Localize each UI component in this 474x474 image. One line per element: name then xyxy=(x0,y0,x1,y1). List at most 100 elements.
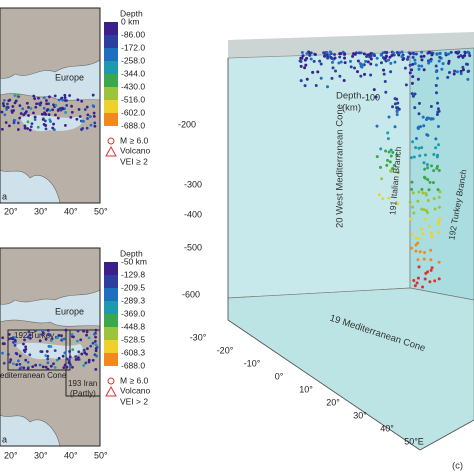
quake-dot xyxy=(3,113,7,117)
quake-dot xyxy=(391,51,395,55)
quake-dot xyxy=(440,67,444,71)
quake-dot xyxy=(44,354,48,357)
quake-dot xyxy=(461,65,465,69)
quake-dot xyxy=(76,329,80,333)
quake-dot xyxy=(326,85,330,89)
quake-dot xyxy=(19,366,23,369)
legend-swatch xyxy=(104,113,118,126)
quake-dot xyxy=(455,70,459,74)
quake-dot xyxy=(31,365,35,369)
quake-dot xyxy=(466,69,470,73)
quake-dot xyxy=(22,342,25,346)
quake-dot xyxy=(390,53,394,57)
quake-dot xyxy=(388,160,392,164)
quake-dot xyxy=(425,163,429,167)
quake-dot xyxy=(34,363,38,367)
quake-dot xyxy=(417,67,421,71)
legend-label: -516.0 xyxy=(121,94,145,104)
quake-dot xyxy=(303,66,307,70)
legend-swatch xyxy=(104,353,118,366)
quake-dot xyxy=(10,109,14,113)
depth-tick-label: -600 xyxy=(182,289,200,299)
quake-dot xyxy=(42,96,46,100)
quake-dot xyxy=(434,137,438,141)
legend-swatch xyxy=(104,22,118,35)
quake-dot xyxy=(409,156,413,160)
quake-dot xyxy=(28,336,32,340)
legend-label: -344.0 xyxy=(121,68,145,78)
legend-label: Volcano xyxy=(120,145,151,155)
quake-dot xyxy=(435,166,439,170)
quake-dot xyxy=(421,285,425,289)
legend-label: 0 km xyxy=(121,16,139,26)
quake-dot xyxy=(43,119,47,123)
quake-dot xyxy=(418,250,422,254)
quake-dot xyxy=(384,54,388,58)
quake-dot xyxy=(391,151,395,155)
quake-dot xyxy=(424,193,428,197)
quake-dot xyxy=(393,125,397,129)
quake-dot xyxy=(437,59,441,63)
quake-dot xyxy=(28,128,32,132)
corner-text: a xyxy=(2,191,7,201)
quake-dot xyxy=(325,51,329,55)
quake-dot xyxy=(379,61,383,65)
lon-tick-label: -20° xyxy=(217,345,234,355)
quake-dot xyxy=(7,337,11,341)
quake-dot xyxy=(423,167,427,171)
quake-dot xyxy=(34,329,37,333)
region-label: Europe xyxy=(55,306,84,316)
quake-dot xyxy=(27,105,30,109)
lon-tick-label: 40° xyxy=(380,423,394,433)
quake-dot xyxy=(304,63,308,67)
zone-label: 192-Turkey xyxy=(14,331,54,340)
quake-dot xyxy=(391,166,395,170)
quake-dot xyxy=(420,64,424,68)
quake-dot xyxy=(16,93,20,97)
legend-label: -448.8 xyxy=(121,321,145,331)
quake-dot xyxy=(46,367,50,371)
quake-dot xyxy=(76,339,79,343)
quake-dot xyxy=(94,328,98,332)
quake-dot xyxy=(464,62,468,66)
quake-dot xyxy=(54,103,58,107)
quake-dot xyxy=(12,362,15,366)
quake-dot xyxy=(46,361,50,365)
quake-dot xyxy=(411,94,415,98)
quake-dot xyxy=(410,68,414,72)
quake-dot xyxy=(423,153,427,157)
quake-dot xyxy=(21,107,25,111)
quake-dot xyxy=(49,120,52,123)
quake-dot xyxy=(318,59,322,63)
quake-dot xyxy=(461,54,465,58)
quake-dot xyxy=(313,53,317,57)
quake-dot xyxy=(41,331,45,335)
quake-dot xyxy=(77,358,80,361)
quake-dot xyxy=(411,205,415,209)
quake-dot xyxy=(421,232,425,236)
quake-dot xyxy=(45,102,49,106)
quake-dot xyxy=(422,68,426,72)
quake-dot xyxy=(89,123,93,127)
quake-dot xyxy=(391,105,395,109)
quake-dot xyxy=(47,344,51,348)
quake-dot xyxy=(426,198,430,202)
quake-dot xyxy=(438,55,442,59)
quake-dot xyxy=(429,248,433,252)
quake-dot xyxy=(435,112,439,116)
lon-label: 30° xyxy=(34,450,48,460)
quake-dot xyxy=(384,90,388,94)
plot-3d: Depth. (km) 20 West Mediterranean Cone 1… xyxy=(227,32,474,472)
quake-dot xyxy=(74,358,78,361)
quake-dot xyxy=(406,57,410,61)
quake-dot xyxy=(395,153,399,157)
quake-dot xyxy=(429,117,433,121)
quake-dot xyxy=(389,61,393,65)
quake-dot xyxy=(436,101,440,105)
lon-tick-label: 0° xyxy=(275,371,284,381)
quake-dot xyxy=(0,110,4,114)
quake-dot xyxy=(65,103,69,107)
quake-dot xyxy=(410,81,414,85)
lon-label: 40° xyxy=(64,450,78,460)
